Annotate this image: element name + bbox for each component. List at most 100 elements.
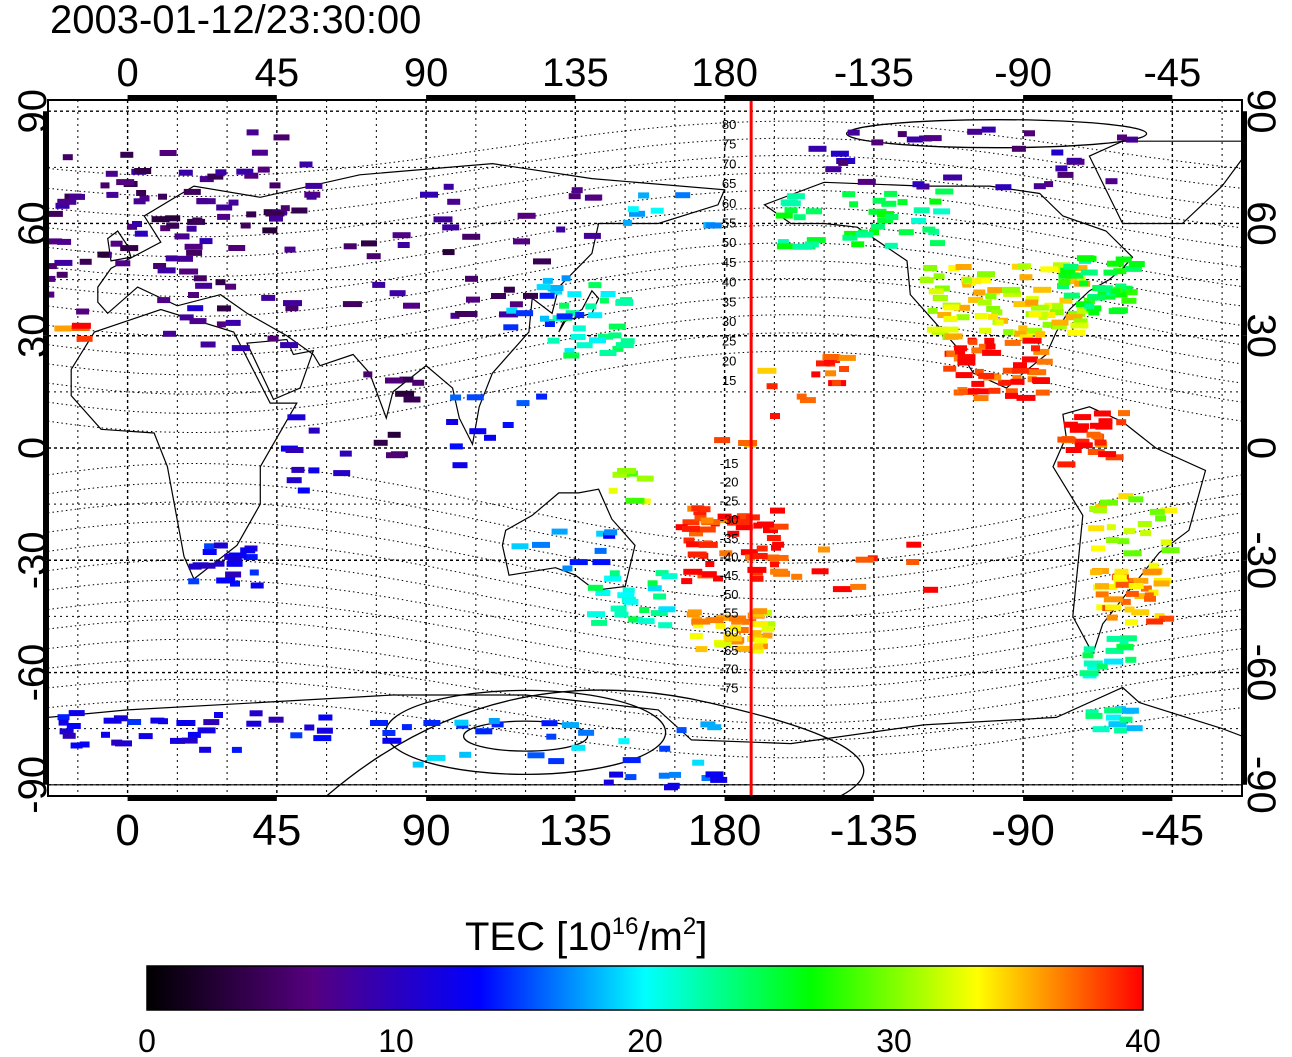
tec-point <box>70 742 83 749</box>
tec-point <box>556 313 573 320</box>
tec-point <box>403 396 421 403</box>
tec-point <box>727 515 740 522</box>
frame-bar-bottom <box>724 796 874 801</box>
colorbar-label-mid: /m <box>638 915 682 959</box>
tec-point <box>620 338 635 345</box>
tec-point <box>567 291 582 298</box>
tec-point <box>1087 664 1100 671</box>
tec-point <box>753 608 768 615</box>
tec-point <box>693 622 703 629</box>
tec-point <box>751 630 762 637</box>
tec-point <box>622 219 632 226</box>
tec-point <box>957 359 976 366</box>
tec-point <box>1075 301 1091 308</box>
tec-point <box>729 615 747 622</box>
tec-point <box>985 343 996 350</box>
tec-point <box>612 471 630 478</box>
tec-point <box>243 554 258 561</box>
tec-point <box>705 222 722 229</box>
tec-point <box>1079 255 1097 262</box>
tec-point <box>1111 291 1128 298</box>
tec-point <box>733 519 752 525</box>
tec-point <box>195 282 213 289</box>
tec-point <box>151 216 170 223</box>
tec-point <box>291 207 308 214</box>
tec-point <box>0 277 8 283</box>
tec-point <box>799 397 816 404</box>
tec-point <box>101 731 110 738</box>
tec-point <box>79 741 90 748</box>
tec-point <box>977 271 995 278</box>
tec-point <box>944 333 963 340</box>
tec-point <box>1119 635 1137 642</box>
tec-point <box>1098 451 1117 458</box>
tec-point <box>1011 145 1026 152</box>
tec-point <box>1035 389 1050 396</box>
tec-point <box>1066 157 1082 164</box>
tec-point <box>1079 670 1099 677</box>
contour-label: -75 <box>720 680 739 695</box>
frame-bar-right <box>1242 335 1247 561</box>
tec-point <box>285 447 304 453</box>
tec-point <box>503 286 515 293</box>
tec-point <box>1115 581 1134 588</box>
frame-bar-left <box>43 335 48 561</box>
tec-point <box>1137 521 1152 527</box>
tec-point <box>937 312 952 318</box>
tec-point <box>994 319 1004 326</box>
lon-tick-top: 45 <box>255 51 300 95</box>
tec-point <box>342 301 362 308</box>
tec-point <box>273 134 290 141</box>
tec-point <box>604 529 618 536</box>
tec-point <box>1059 297 1073 304</box>
tec-point <box>763 527 778 534</box>
tec-point <box>174 233 190 240</box>
tec-point <box>134 168 152 174</box>
tec-point <box>466 296 480 303</box>
tec-point <box>1087 449 1105 455</box>
mlat-contour <box>48 618 1242 689</box>
lon-tick-top: 135 <box>542 51 609 95</box>
tec-point <box>1074 442 1093 449</box>
contour-label: -25 <box>720 493 739 508</box>
tec-point <box>547 285 564 291</box>
tec-point <box>0 292 4 298</box>
coastline <box>107 230 132 262</box>
tec-point <box>995 184 1012 191</box>
tec-point <box>1125 619 1138 626</box>
tec-point <box>246 211 257 218</box>
tec-point <box>847 129 860 136</box>
tec-point <box>796 393 807 400</box>
colorbar-title: TEC [1016/m2] <box>465 913 707 959</box>
tec-point <box>58 719 69 726</box>
tec-point <box>1052 303 1063 310</box>
tec-point <box>225 571 242 578</box>
tec-point <box>705 771 724 778</box>
tec-point <box>1095 423 1113 430</box>
tec-point <box>1106 260 1124 267</box>
tec-point <box>459 751 472 758</box>
tec-point <box>578 729 595 736</box>
tec-point <box>736 513 750 520</box>
tec-point <box>228 199 239 206</box>
tec-point <box>571 187 583 194</box>
tec-point <box>188 292 199 298</box>
tec-point <box>808 145 827 152</box>
tec-point <box>930 240 945 247</box>
tec-point <box>111 739 123 746</box>
tec-point <box>1134 593 1150 600</box>
tec-point <box>1128 583 1144 589</box>
tec-point <box>974 368 984 375</box>
tec-point <box>244 172 259 179</box>
tec-point <box>503 324 519 331</box>
tec-point <box>823 354 839 360</box>
tec-point <box>612 345 624 352</box>
contour-label: 70 <box>722 156 736 171</box>
lat-tick-left: 90 <box>11 89 55 134</box>
tec-point <box>757 521 774 528</box>
tec-point <box>1120 598 1131 605</box>
tec-point <box>998 379 1012 386</box>
lon-tick-top: -135 <box>834 51 914 95</box>
tec-point <box>523 292 538 299</box>
tec-point <box>1035 331 1046 338</box>
